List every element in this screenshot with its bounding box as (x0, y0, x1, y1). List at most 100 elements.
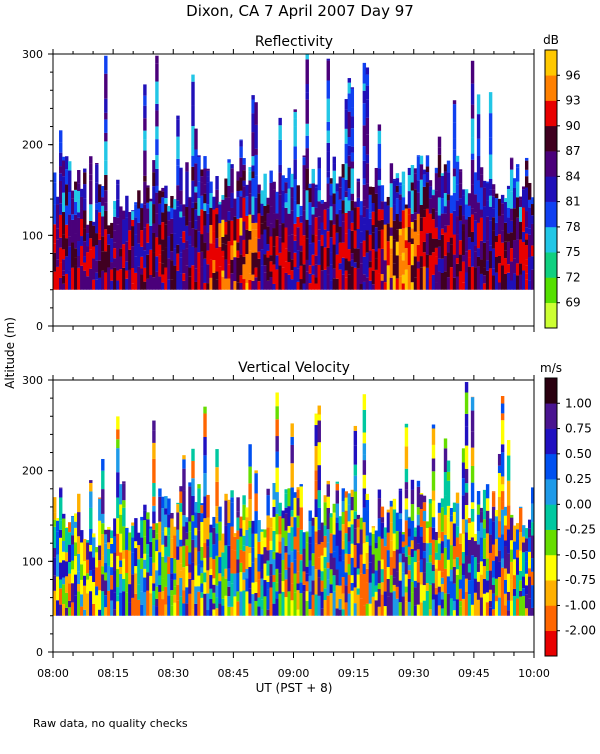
heatmap-cell (519, 222, 522, 240)
heatmap-cell (513, 258, 516, 273)
heatmap-cell (281, 175, 284, 190)
heatmap-cell (191, 449, 194, 461)
heatmap-cell (450, 267, 453, 290)
heatmap-cell (197, 576, 200, 587)
heatmap-cell (327, 497, 330, 508)
heatmap-cell (453, 503, 456, 512)
heatmap-cell (393, 264, 396, 276)
heatmap-cell (312, 595, 315, 616)
heatmap-cell (56, 518, 59, 521)
heatmap-cell (59, 181, 62, 203)
heatmap-cell (390, 522, 393, 540)
heatmap-cell (251, 171, 254, 178)
heatmap-cell (483, 594, 486, 616)
heatmap-cell (372, 212, 375, 225)
heatmap-cell (339, 516, 342, 530)
heatmap-cell (444, 233, 447, 256)
heatmap-cell (170, 196, 173, 208)
heatmap-cell (435, 569, 438, 588)
heatmap-cell (134, 205, 137, 218)
heatmap-cell (128, 250, 131, 270)
heatmap-cell (101, 271, 104, 290)
heatmap-cell (257, 281, 260, 290)
heatmap-cell (290, 517, 293, 527)
heatmap-cell (248, 215, 251, 231)
heatmap-cell (462, 231, 465, 256)
heatmap-cell (104, 99, 107, 113)
heatmap-cell (345, 99, 348, 110)
heatmap-cell (56, 521, 59, 531)
heatmap-cell (396, 242, 399, 256)
heatmap-cell (429, 543, 432, 555)
heatmap-cell (254, 470, 257, 473)
heatmap-cell (134, 548, 137, 566)
heatmap-cell (450, 598, 453, 615)
heatmap-cell (375, 168, 378, 175)
heatmap-cell (65, 528, 68, 552)
heatmap-cell (260, 586, 263, 600)
heatmap-cell (128, 230, 131, 249)
heatmap-cell (351, 201, 354, 211)
heatmap-cell (294, 267, 297, 290)
heatmap-cell (251, 223, 254, 229)
heatmap-cell (303, 241, 306, 264)
heatmap-cell (387, 567, 390, 579)
heatmap-cell (312, 234, 315, 242)
heatmap-cell (471, 537, 474, 555)
heatmap-cell (197, 155, 200, 157)
heatmap-cell (348, 93, 351, 111)
heatmap-cell (411, 222, 414, 228)
heatmap-cell (158, 522, 161, 539)
heatmap-cell (294, 224, 297, 236)
heatmap-cell (266, 251, 269, 258)
heatmap-cell (149, 557, 152, 576)
heatmap-cell (62, 249, 65, 259)
heatmap-cell (194, 502, 197, 512)
heatmap-cell (203, 184, 206, 193)
heatmap-cell (254, 558, 257, 582)
heatmap-cell (528, 183, 531, 200)
heatmap-cell (173, 266, 176, 290)
heatmap-cell (453, 211, 456, 235)
heatmap-cell (179, 252, 182, 258)
heatmap-cell (242, 186, 245, 198)
heatmap-cell (390, 592, 393, 615)
heatmap-cell (402, 534, 405, 541)
heatmap-cell (477, 563, 480, 572)
heatmap-cell (284, 178, 287, 182)
heatmap-cell (176, 159, 179, 165)
heatmap-cell (200, 592, 203, 598)
heatmap-cell (140, 558, 143, 569)
heatmap-cell (333, 592, 336, 616)
heatmap-cell (59, 563, 62, 580)
heatmap-cell (399, 531, 402, 553)
heatmap-cell (366, 163, 369, 184)
heatmap-cell (297, 217, 300, 227)
heatmap-cell (191, 181, 194, 202)
heatmap-cell (519, 571, 522, 580)
heatmap-cell (327, 80, 330, 98)
heatmap-cell (275, 269, 278, 289)
heatmap-cell (456, 258, 459, 264)
heatmap-cell (104, 190, 107, 203)
heatmap-cell (218, 223, 221, 238)
heatmap-cell (309, 274, 312, 283)
heatmap-cell (62, 212, 65, 234)
heatmap-cell (420, 509, 423, 527)
heatmap-cell (83, 169, 86, 173)
heatmap-cell (318, 240, 321, 265)
heatmap-cell (275, 468, 278, 492)
heatmap-cell (342, 512, 345, 524)
heatmap-cell (284, 182, 287, 193)
heatmap-cell (366, 75, 369, 86)
heatmap-cell (315, 208, 318, 217)
heatmap-cell (303, 571, 306, 584)
heatmap-cell (62, 161, 65, 177)
heatmap-cell (272, 552, 275, 559)
heatmap-cell (191, 82, 194, 106)
heatmap-cell (294, 235, 297, 241)
heatmap-cell (143, 520, 146, 536)
heatmap-cell (321, 571, 324, 580)
heatmap-cell (143, 228, 146, 251)
heatmap-cell (465, 532, 468, 556)
